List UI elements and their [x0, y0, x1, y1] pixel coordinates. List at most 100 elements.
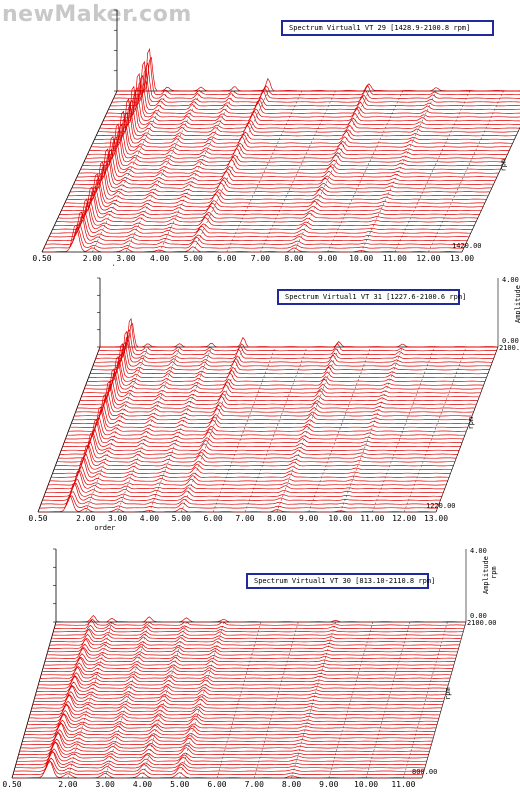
x-tick-label: 3.00: [108, 514, 127, 523]
spectrum-trace: [72, 393, 471, 421]
spectrum-trace: [76, 149, 497, 178]
spectrum-trace: [88, 354, 487, 378]
spectrum-trace: [62, 428, 461, 448]
x-tick-label: 4.00: [140, 514, 159, 523]
spectrum-trace: [75, 391, 474, 413]
spectrum-trace: [68, 406, 467, 432]
spectrum-trace: [43, 656, 454, 666]
spectrum-trace: [89, 110, 510, 152]
spectrum-trace: [62, 173, 483, 208]
spectrum-trace: [40, 666, 451, 679]
spectrum-trace: [102, 87, 520, 122]
spectrum-trace: [45, 223, 466, 245]
z-tick-label: 4.00: [470, 547, 487, 555]
x-tick-label: 8.00: [282, 780, 301, 789]
spectrum-trace: [82, 136, 503, 167]
spectrum-trace: [69, 408, 468, 428]
spectrum-trace: [76, 381, 475, 409]
spectrum-trace: [61, 186, 482, 212]
waterfall-plot-area: 0.50 2.00 3.00 4.00 5.00 6.00 7.00 8.00 9.00 10.0…: [28, 276, 520, 532]
spectrum-trace: [40, 491, 439, 505]
spectrum-trace: [53, 454, 452, 471]
spectrum-trace: [84, 366, 483, 390]
x-tick-label: 7.00: [235, 514, 254, 523]
grid-line: [244, 346, 308, 513]
spectrum-trace: [91, 347, 490, 371]
x-tick-label: 13.00: [424, 514, 448, 523]
spectrum-trace: [20, 731, 431, 749]
spectrum-trace: [48, 638, 459, 649]
spectrum-trace: [66, 416, 465, 436]
z-tick-label: 0.00: [470, 612, 487, 620]
spectrum-trace: [87, 124, 508, 155]
spectrum-trace: [71, 404, 470, 425]
spectrum-trace: [24, 722, 435, 736]
spectrum-trace: [92, 341, 491, 367]
x-tick-label: 2.00: [58, 780, 77, 789]
spectrum-trace: [43, 226, 464, 249]
spectrum-trace: [48, 470, 447, 486]
x-tick-label: 0.50: [32, 254, 51, 263]
spectrum-trace: [110, 60, 520, 107]
x-tick-label: 12.00: [392, 514, 416, 523]
spectrum-trace: [53, 624, 464, 633]
z-tick-label: 0.00: [502, 337, 519, 345]
spectrum-trace: [74, 396, 472, 417]
spectrum-trace: [17, 740, 428, 759]
spectrum-trace: [37, 495, 436, 513]
spectrum-trace: [94, 330, 493, 363]
grid-line: [226, 90, 303, 253]
spectrum-trace: [36, 681, 447, 692]
spectrum-trace: [64, 419, 463, 444]
spectrum-trace: [30, 700, 441, 712]
chart-legend-2: Spectrum Virtual1 VT 31 [1227.6-2100.6 r…: [277, 289, 466, 305]
waterfall-chart-1: 0.50 2.00 3.00 4.00 5.00 6.00 7.00 8.00 9.00 10.0…: [32, 9, 520, 266]
spectrum-trace: [26, 713, 437, 726]
spectrum-trace: [96, 104, 517, 137]
x-tick-label: 13.00: [450, 254, 474, 263]
spectrum-trace: [51, 628, 462, 639]
spectrum-trace: [55, 618, 466, 626]
spectrum-trace: [99, 85, 520, 129]
spectrum-trace: [83, 123, 504, 163]
spectrum-trace: [11, 759, 422, 779]
grid-line: [428, 90, 504, 253]
x-tick-label: 9.00: [318, 254, 337, 263]
x-tick-label: 3.00: [96, 780, 115, 789]
spectrum-trace: [39, 495, 438, 509]
grid-line: [394, 90, 471, 253]
x-tick-label: 0.50: [28, 514, 47, 523]
x-tick-label: 11.00: [383, 254, 407, 263]
x-tick-label: 12.00: [416, 254, 440, 263]
depth-axis-right: [435, 346, 499, 513]
x-tick-label: 8.00: [284, 254, 303, 263]
x-tick-label: 6.00: [203, 514, 222, 523]
x-tick-label: 4.00: [133, 780, 152, 789]
spectrum-trace: [28, 703, 439, 719]
spectrum-trace: [14, 749, 425, 769]
spectrum-trace: [61, 433, 460, 451]
spectrum-trace: [80, 141, 501, 170]
spectrum-trace: [37, 675, 448, 689]
rpm-label-bottom: 1420.00: [452, 242, 482, 250]
chart-legend-3: Spectrum Virtual1 VT 30 [813.10-2110.8 r…: [246, 573, 435, 589]
spectrum-trace: [40, 666, 451, 676]
grid-line: [372, 346, 435, 513]
waterfall-plot-area: 0.50 2.00 3.00 4.00 5.00 6.00 7.00 8.00 9.00 10.0…: [32, 9, 520, 266]
grid-line: [461, 126, 520, 253]
spectrum-trace: [95, 334, 494, 359]
rpm-axis-label: rpm: [467, 417, 475, 430]
spectrum-trace: [18, 741, 429, 756]
grid-line: [365, 621, 411, 779]
spectrum-trace: [42, 482, 441, 501]
spectrum-trace: [49, 637, 460, 646]
spectrum-trace: [25, 712, 436, 729]
grid-line: [293, 90, 370, 253]
spectrum-trace: [16, 748, 427, 762]
spectrum-trace: [41, 224, 462, 253]
x-tick-label: 5.00: [172, 514, 191, 523]
spectrum-trace: [25, 719, 436, 732]
x-axis-label: order: [102, 264, 123, 266]
spectrum-trace: [87, 359, 486, 382]
grid-line: [104, 621, 150, 779]
